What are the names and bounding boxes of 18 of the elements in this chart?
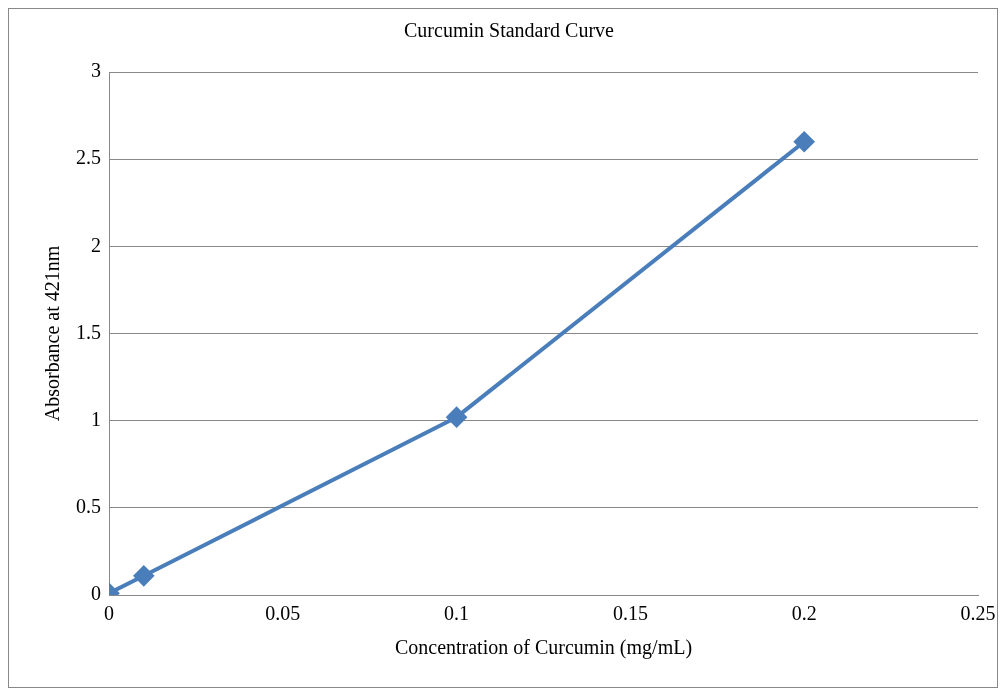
x-tick-label: 0.2 bbox=[791, 602, 817, 625]
y-tick-label: 1.5 bbox=[76, 320, 101, 343]
x-axis-title: Concentration of Curcumin (mg/mL) bbox=[394, 636, 693, 660]
x-tick-label: 0.05 bbox=[265, 602, 301, 625]
point bbox=[133, 565, 154, 586]
y-tick-label: 2.5 bbox=[76, 146, 101, 169]
y-tick-label: 0.5 bbox=[76, 495, 101, 518]
chart-title: Curcumin Standard Curve bbox=[404, 19, 615, 42]
point bbox=[794, 131, 815, 152]
y-tick-label: 1 bbox=[91, 407, 101, 430]
y-tick-label: 0 bbox=[91, 582, 101, 605]
x-tick-label: 0.1 bbox=[444, 602, 470, 625]
y-tick-label: 3 bbox=[91, 59, 101, 82]
x-tick-label: 0.15 bbox=[612, 602, 648, 625]
y-tick-label: 2 bbox=[91, 233, 101, 256]
point bbox=[446, 407, 467, 428]
y-axis-title: Absorbance at 421nm bbox=[41, 245, 64, 422]
x-tick-label: 0.25 bbox=[960, 602, 996, 625]
